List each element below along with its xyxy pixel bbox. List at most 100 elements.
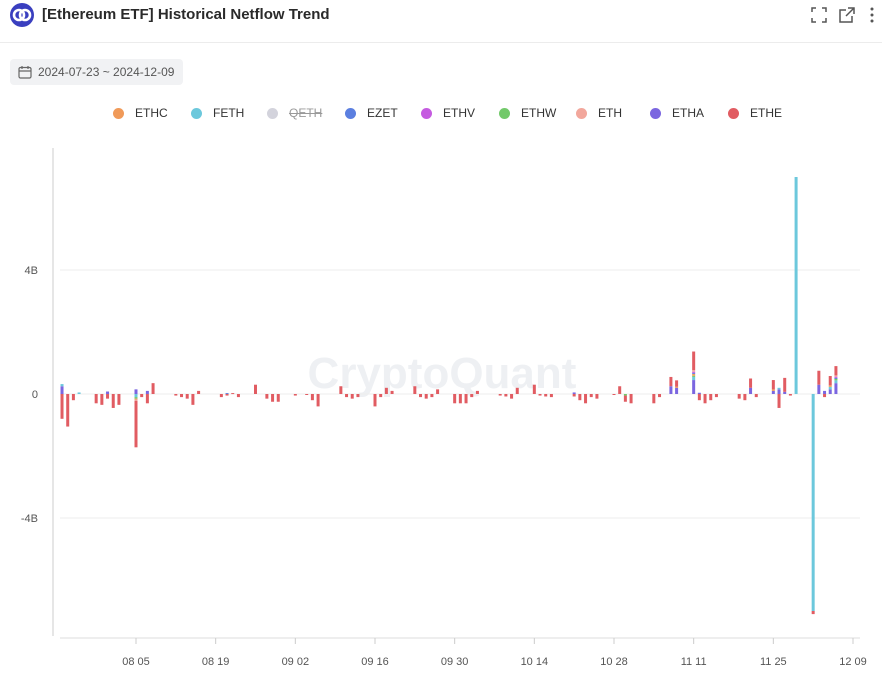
y-tick-label: 0 xyxy=(32,389,38,401)
bar-ethe-2024-10-14 xyxy=(532,384,536,394)
bar-ethe-2024-08-14 xyxy=(185,394,189,399)
expand-icon[interactable] xyxy=(810,6,828,24)
bar-ethe-2024-11-15 xyxy=(714,394,718,398)
bar-ethe-2024-08-08 xyxy=(151,383,155,394)
bar-ethe-2024-08-13 xyxy=(180,394,184,398)
legend-label: ETHA xyxy=(672,106,705,120)
bar-ethe-2024-11-07 xyxy=(669,376,673,387)
bar-ethe-2024-09-13 xyxy=(356,394,360,398)
bar-ethe-2024-11-04 xyxy=(652,394,656,404)
bar-etha-2024-11-08 xyxy=(675,387,679,394)
legend-dot xyxy=(421,107,432,119)
legend-item-feth[interactable]: FETH xyxy=(191,106,244,120)
bar-ethe-2024-10-08 xyxy=(498,394,502,396)
bar-ethe-2024-11-26 xyxy=(777,394,781,408)
bar-ethv-2024-11-11 xyxy=(692,371,696,373)
bar-feth-2024-11-11 xyxy=(692,376,696,381)
widget-header: [Ethereum ETF] Historical Netflow Trend xyxy=(0,0,882,43)
legend-dot xyxy=(191,107,202,119)
bar-feth-2024-12-02 xyxy=(811,394,815,611)
watermark: CryptoQuant xyxy=(308,349,577,398)
legend-item-ethv[interactable]: ETHV xyxy=(421,106,475,120)
x-tick-label: 08 19 xyxy=(202,656,230,668)
legend-dot xyxy=(650,107,661,119)
bar-etha-2024-12-06 xyxy=(834,383,838,394)
bar-ezet-2024-12-06 xyxy=(834,377,838,379)
x-tick-label: 09 02 xyxy=(282,656,310,668)
x-tick-label: 10 28 xyxy=(600,656,628,668)
bar-ethe-2024-09-06 xyxy=(316,394,320,407)
x-tick-label: 12 09 xyxy=(839,656,867,668)
legend-label: QETH xyxy=(289,106,323,120)
bar-ethe-2024-09-12 xyxy=(350,394,354,399)
date-range-picker[interactable]: 2024-07-23 ~ 2024-12-09 xyxy=(10,59,184,85)
legend-dot xyxy=(345,107,356,119)
bar-ezet-2024-08-21 xyxy=(225,393,229,395)
more-icon[interactable] xyxy=(866,6,878,24)
bar-ethc-2024-11-08 xyxy=(675,386,679,388)
bar-etha-2024-08-05 xyxy=(134,389,138,394)
bar-feth-2024-07-23 xyxy=(60,384,64,387)
bar-ethe-2024-09-25 xyxy=(424,394,428,399)
bar-ethe-2024-09-02 xyxy=(293,394,297,396)
bar-ethe-2024-09-10 xyxy=(339,386,343,394)
bar-ethe-2024-09-23 xyxy=(413,386,417,394)
x-tick-label: 09 16 xyxy=(361,656,389,668)
legend-item-ethe[interactable]: ETHE xyxy=(728,106,782,120)
legend-dot xyxy=(499,107,510,119)
bar-ethe-2024-10-21 xyxy=(572,394,576,397)
bar-ethe-2024-07-31 xyxy=(106,394,110,399)
bar-ethe-2024-10-16 xyxy=(544,394,548,397)
cryptoquant-logo-icon xyxy=(10,3,34,27)
open-external-icon[interactable] xyxy=(838,6,856,24)
x-tick-label: 09 30 xyxy=(441,656,469,668)
bar-eth-2024-11-11 xyxy=(692,370,696,372)
bar-ethe-2024-10-28 xyxy=(612,394,616,395)
bar-ethe-2024-09-05 xyxy=(310,394,314,401)
bar-eth-2024-08-05 xyxy=(134,399,138,401)
legend-dot xyxy=(267,107,278,119)
bar-ethe-2024-12-03 xyxy=(817,370,821,385)
legend-item-etha[interactable]: ETHA xyxy=(650,106,704,120)
bar-ethc-2024-12-05 xyxy=(828,385,832,387)
bar-ethe-2024-12-04 xyxy=(823,394,827,398)
bar-ethe-2024-08-22 xyxy=(231,393,235,395)
legend-dot xyxy=(576,107,587,119)
bar-ethe-2024-11-12 xyxy=(697,394,701,401)
bar-ethe-2024-10-10 xyxy=(510,394,514,399)
bar-etha-2024-11-11 xyxy=(692,380,696,394)
bar-ethe-2024-11-20 xyxy=(743,394,747,401)
legend-item-qeth[interactable]: QETH xyxy=(267,106,322,120)
bar-ethe-2024-10-02 xyxy=(464,394,468,404)
bar-ethe-2024-09-04 xyxy=(305,394,309,395)
bar-ethe-2024-12-02 xyxy=(811,611,815,615)
bar-ethe-2024-11-11 xyxy=(692,351,696,371)
bar-ethe-2024-11-28 xyxy=(788,394,792,396)
bar-ethe-2024-10-22 xyxy=(578,394,582,401)
bar-ethe-2024-07-30 xyxy=(100,394,104,405)
bar-ethe-2024-09-24 xyxy=(419,394,423,398)
bar-etha-2024-11-07 xyxy=(669,386,673,394)
legend-item-ezet[interactable]: EZET xyxy=(345,106,398,120)
bar-ethe-2024-10-09 xyxy=(504,394,508,397)
bar-eth-2024-12-06 xyxy=(834,375,838,377)
bar-ethe-2024-09-30 xyxy=(453,394,457,404)
bar-ethe-2024-11-21 xyxy=(749,378,753,388)
bar-ethe-2024-11-13 xyxy=(703,394,707,404)
legend-item-ethw[interactable]: ETHW xyxy=(499,106,556,120)
bar-ethe-2024-09-19 xyxy=(390,390,394,394)
legend-dot xyxy=(113,107,124,119)
legend-dot xyxy=(728,107,739,119)
bar-etha-2024-11-12 xyxy=(697,392,701,394)
x-tick-label: 10 14 xyxy=(521,656,549,668)
bar-ezet-2024-11-11 xyxy=(692,372,696,374)
legend-item-ethc[interactable]: ETHC xyxy=(113,106,168,120)
bar-ethe-2024-09-16 xyxy=(373,394,377,407)
bar-etha-2024-10-21 xyxy=(572,392,576,394)
legend-item-eth[interactable]: ETH xyxy=(576,106,622,120)
bar-etha-2024-12-03 xyxy=(817,384,821,394)
bar-ethw-2024-12-06 xyxy=(834,378,838,381)
netflow-chart: CryptoQuant 4B 0 -4B 08 05 08 19 09 02 09 16 09 … xyxy=(21,148,867,668)
y-tick-label: 4B xyxy=(25,265,38,277)
bar-etha-2024-08-07 xyxy=(145,390,149,394)
